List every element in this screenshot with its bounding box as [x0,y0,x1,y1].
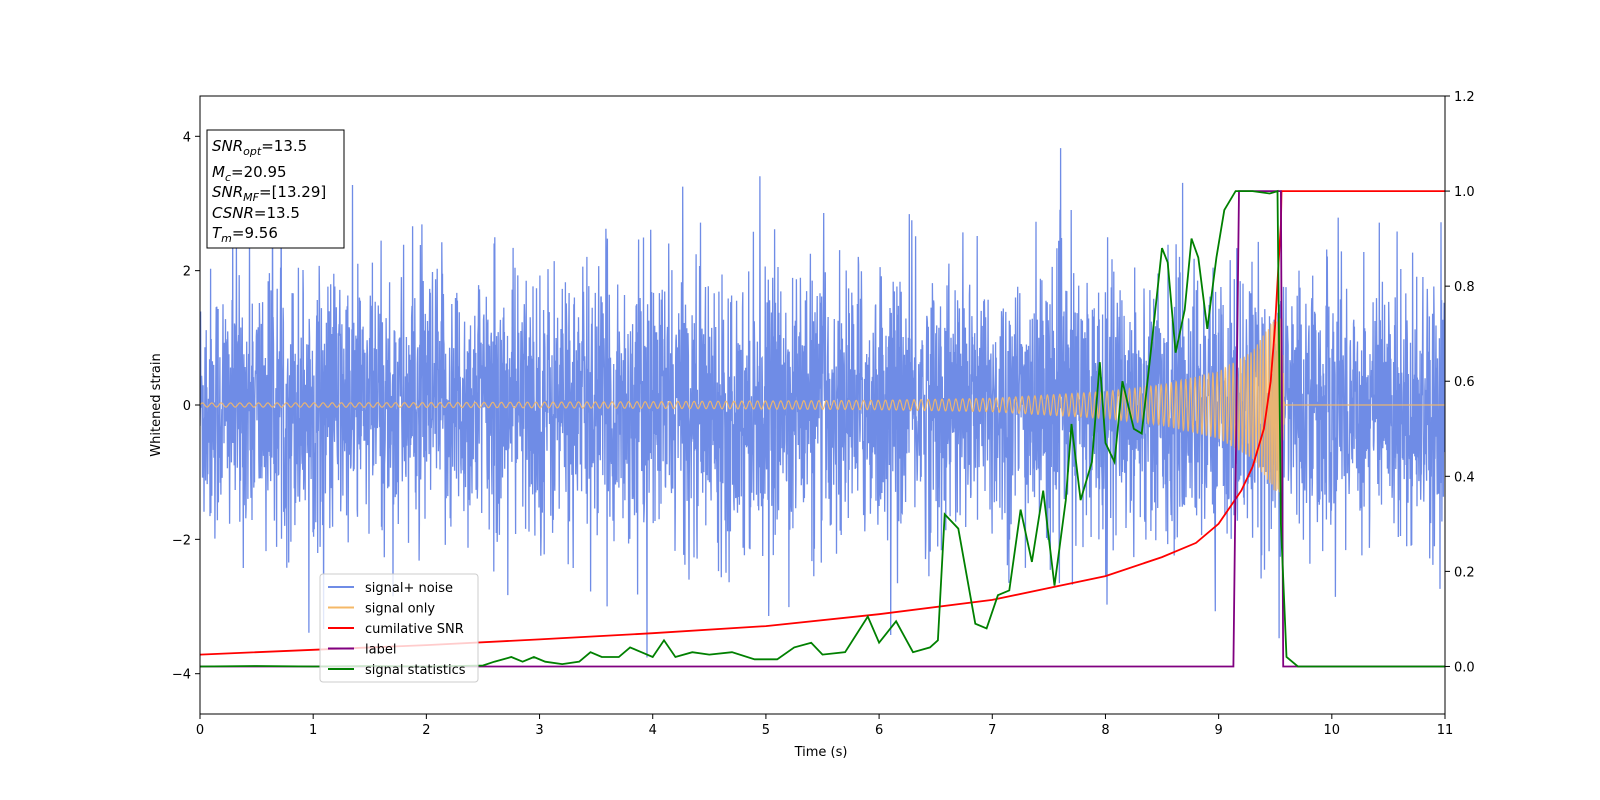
stats-box-frame [206,129,345,249]
x-tick-label: 3 [535,723,543,738]
y-tick-label: −2 [172,533,191,548]
y-axis-label: Whitened strain [149,353,164,456]
y-tick-label: 2 [183,265,191,280]
y2-tick-label: 0.8 [1454,280,1475,295]
y2-tick-label: 0.0 [1454,660,1475,675]
x-tick-label: 6 [875,723,883,738]
x-tick-label: 10 [1324,723,1341,738]
series-signal-noise [200,148,1445,658]
y2-tick-label: 0.6 [1454,375,1475,390]
y2-tick-label: 1.0 [1454,185,1475,200]
y-axis-right: 0.0 0.2 0.4 0.6 0.8 1.0 1.2 [1445,90,1475,675]
legend-label: signal+ noise [365,581,453,596]
y-tick-label: 0 [183,399,191,414]
series-signal-statistics [200,189,1445,668]
x-tick-label: 7 [988,723,996,738]
legend: signal+ noise signal only cumilative SNR la… [319,573,479,683]
x-tick-label: 5 [762,723,770,738]
x-axis: 0 1 2 3 4 5 6 7 8 9 10 11 [196,714,1453,738]
x-tick-label: 11 [1437,723,1454,738]
legend-label: signal statistics [365,663,466,678]
stat-mc: Mc=20.95 [212,163,287,184]
series-layer [200,148,1445,668]
y-axis-left: −4 −2 0 2 4 [172,130,200,683]
legend-label: cumilative SNR [365,622,464,637]
series-cumulative-snr [200,190,1445,656]
x-tick-label: 0 [196,723,204,738]
legend-label: signal only [365,602,435,617]
x-axis-label: Time (s) [794,745,848,760]
y-tick-label: 4 [183,130,191,145]
y2-tick-label: 0.4 [1454,470,1475,485]
y2-tick-label: 1.2 [1454,90,1475,105]
y-tick-label: −4 [172,668,191,683]
legend-frame [319,573,479,683]
stat-snr-mf: SNRMF=[13.29] [212,183,326,204]
x-tick-label: 8 [1101,723,1109,738]
stat-tm: Tm=9.56 [212,224,278,245]
x-tick-label: 2 [422,723,430,738]
x-tick-label: 4 [649,723,657,738]
stat-snr-opt: SNRopt=13.5 [212,137,307,158]
x-tick-label: 9 [1214,723,1222,738]
y2-tick-label: 0.2 [1454,565,1475,580]
x-tick-label: 1 [309,723,317,738]
stats-box: SNRopt=13.5 Mc=20.95 SNRMF=[13.29] CSNR=… [206,129,345,249]
stat-csnr: CSNR=13.5 [212,204,300,222]
legend-label: label [365,643,396,658]
